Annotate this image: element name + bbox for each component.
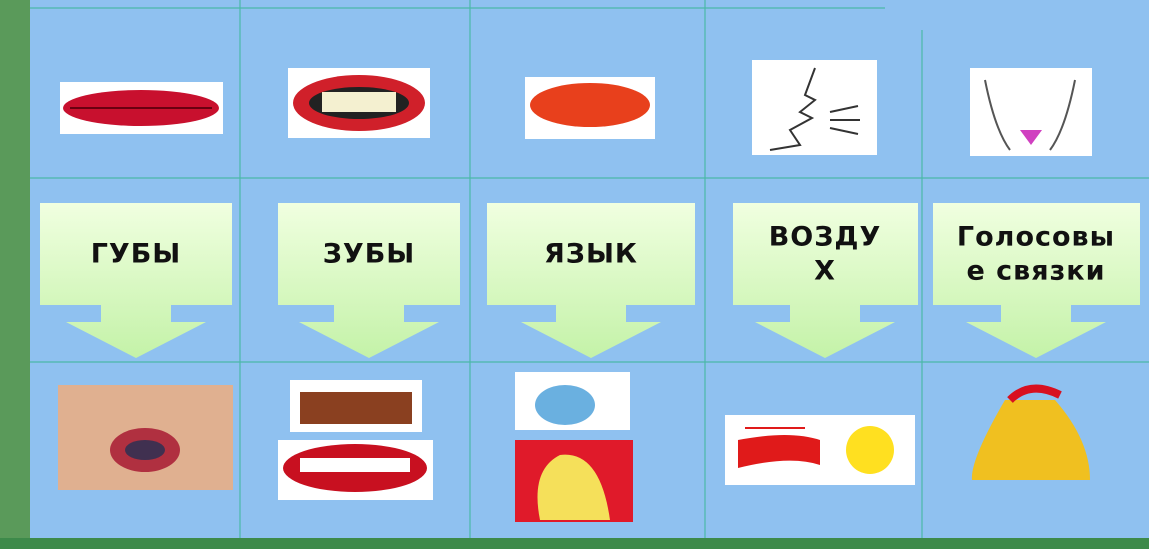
card-label: ЗУБЫ [323, 239, 416, 270]
bottom-pictures [58, 372, 1090, 522]
card-label: ГУБЫ [91, 239, 182, 270]
top-pictures [60, 60, 1092, 156]
card-label: ВОЗДУ [769, 222, 882, 253]
arrows [40, 203, 1140, 358]
card-label: Х [814, 256, 836, 287]
grid [30, 0, 1149, 538]
left-strip [0, 0, 30, 549]
card-label: ЯЗЫК [544, 239, 638, 270]
card-label: е связки [966, 256, 1105, 287]
bottom-strip [0, 538, 1149, 549]
card-label: Голосовы [957, 222, 1115, 253]
